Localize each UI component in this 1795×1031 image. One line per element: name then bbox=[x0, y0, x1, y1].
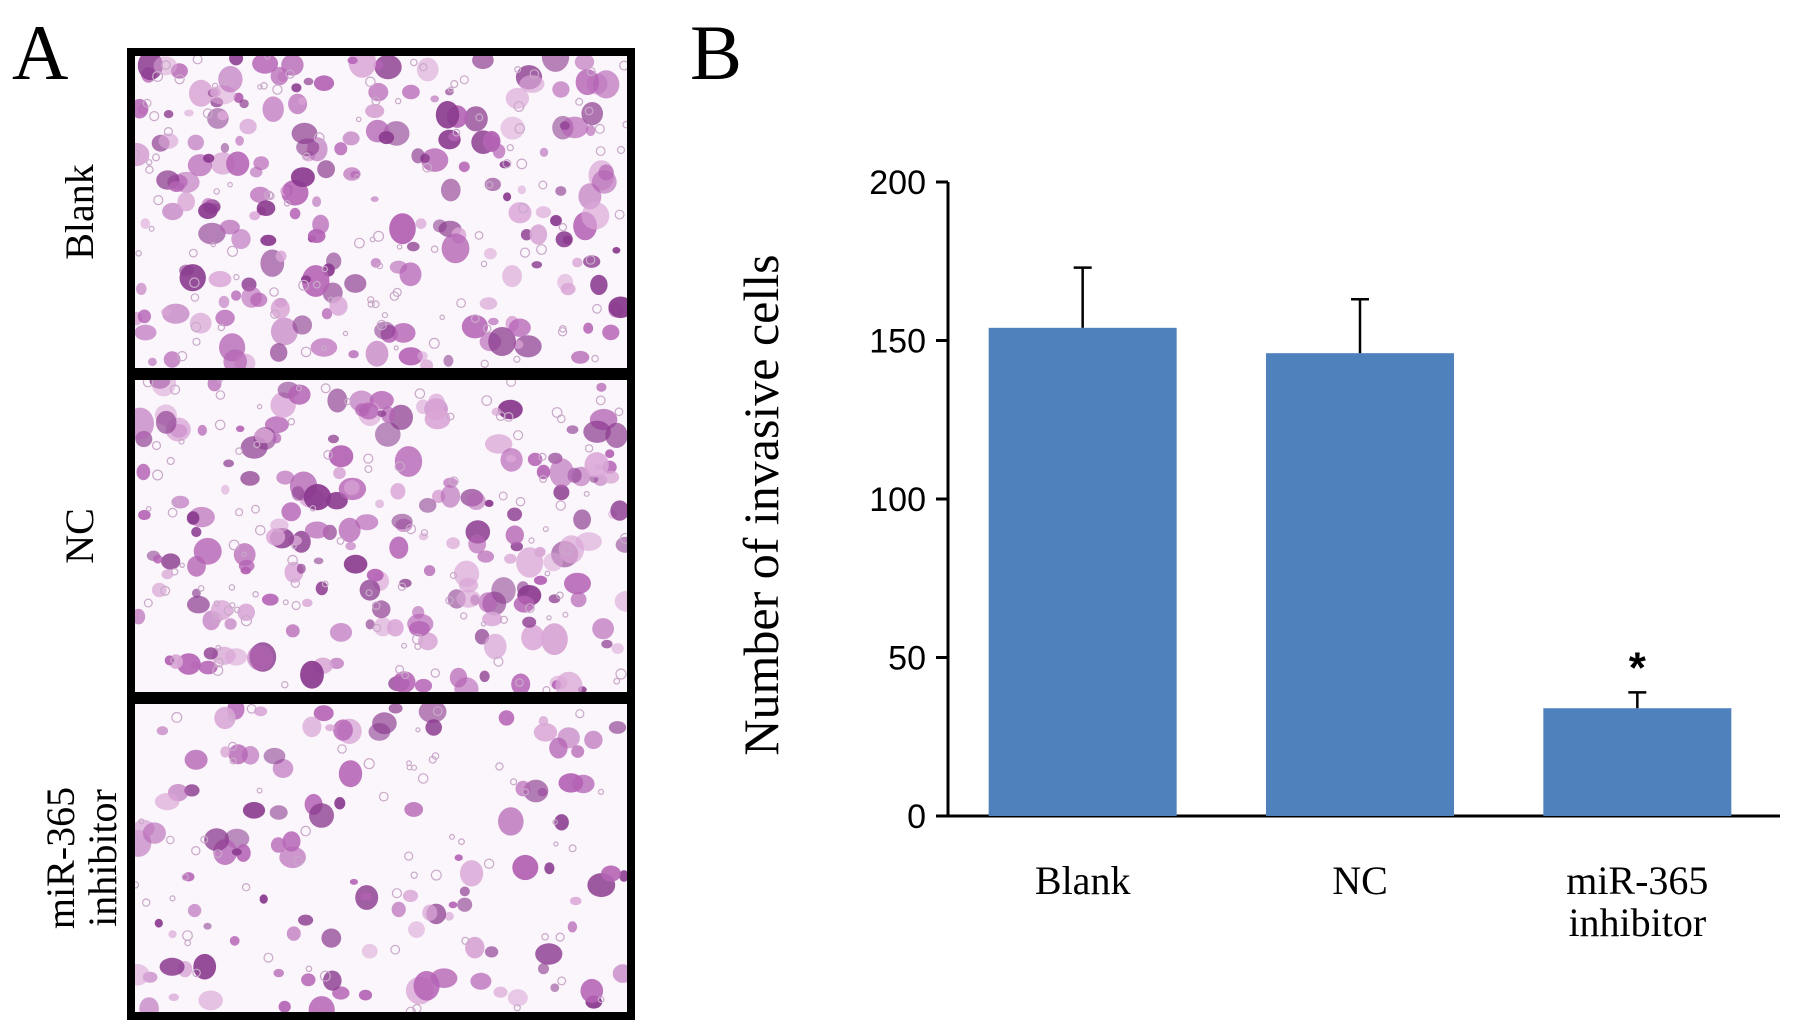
micrograph-image bbox=[135, 380, 627, 692]
micrograph-image bbox=[135, 56, 627, 368]
bar bbox=[988, 327, 1177, 816]
micrograph-image bbox=[135, 704, 627, 1012]
significance-marker: * bbox=[1629, 643, 1647, 692]
micrograph-panel bbox=[127, 48, 635, 1020]
row-label-line: inhibitor bbox=[80, 789, 125, 927]
bar bbox=[1266, 353, 1454, 816]
bar bbox=[1543, 708, 1732, 816]
micrograph-1 bbox=[127, 372, 635, 700]
row-label-line: miR-365 bbox=[38, 786, 83, 930]
row-label-line: Blank bbox=[57, 164, 102, 260]
micrograph-row-label: miR-365 inhibitor bbox=[38, 738, 125, 978]
y-tick-label: 0 bbox=[907, 798, 926, 836]
micrograph-row-label: Blank bbox=[57, 92, 102, 332]
x-tick-label: miR-365 bbox=[1566, 858, 1708, 903]
x-tick-label: Blank bbox=[1035, 858, 1131, 903]
bar-chart: 0 50 100 150 200 Number of invasive cells Blan… bbox=[733, 164, 1780, 945]
y-tick-label: 50 bbox=[888, 640, 926, 678]
x-tick-label: inhibitor bbox=[1568, 900, 1706, 945]
y-tick-label: 100 bbox=[869, 481, 926, 519]
micrograph-row-label: NC bbox=[57, 416, 102, 656]
y-tick-label: 200 bbox=[869, 164, 926, 202]
micrograph-0 bbox=[127, 48, 635, 376]
y-tick-label: 150 bbox=[869, 323, 926, 361]
panel-a-letter: A bbox=[12, 9, 69, 96]
micrograph-2 bbox=[127, 696, 635, 1020]
row-label-line: NC bbox=[57, 508, 102, 564]
bar-chart-panel: 0 50 100 150 200 Number of invasive cells Blan… bbox=[720, 140, 1790, 1020]
x-tick-label: NC bbox=[1332, 858, 1388, 903]
y-axis-label: Number of invasive cells bbox=[733, 254, 789, 755]
panel-b-letter: B bbox=[690, 9, 743, 96]
